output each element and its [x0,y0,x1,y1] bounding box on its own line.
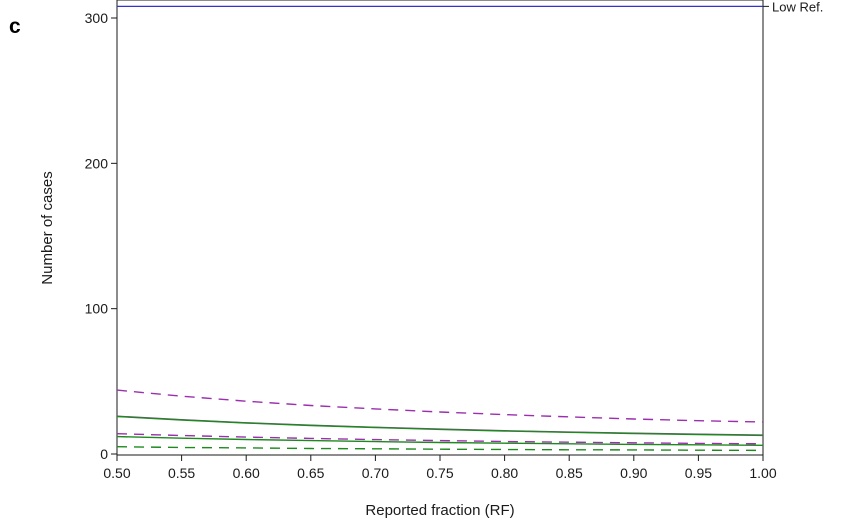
y-tick-label: 300 [85,10,109,26]
x-tick-label: 0.55 [168,465,195,481]
series-line-4 [116,433,764,445]
x-tick-label: 0.90 [620,465,647,481]
y-tick-label: 100 [85,301,109,317]
x-tick-label: 0.70 [362,465,389,481]
x-axis: 0.50 0.55 0.60 0.65 0.70 0.75 0.80 0.85 0.90 0.95… [103,455,777,481]
reference-lines: Low Ref. [117,0,823,14]
plot-frame [116,0,764,456]
x-tick-label: 0.75 [426,465,453,481]
x-tick-label: 0.65 [297,465,324,481]
y-axis: 0 100 200 300 [85,10,117,462]
x-tick-label: 0.60 [233,465,260,481]
x-axis-title: Reported fraction (RF) [365,502,514,519]
x-tick-label: 0.80 [491,465,518,481]
y-tick-label: 200 [85,155,109,171]
x-tick-label: 1.00 [749,465,776,481]
series-lines [116,389,764,452]
series-line-6 [116,446,764,452]
panel-label: c [9,15,21,38]
reference-line-label: Low Ref. [772,0,823,14]
y-axis-title: Number of cases [39,171,56,284]
x-tick-label: 0.50 [103,465,130,481]
series-line-5 [116,435,764,446]
x-tick-label: 0.85 [556,465,583,481]
series-line-1 [116,389,764,423]
x-tick-label: 0.95 [685,465,712,481]
y-tick-label: 0 [100,446,108,462]
series-line-2 [116,415,764,436]
series-line-3 [116,415,764,437]
